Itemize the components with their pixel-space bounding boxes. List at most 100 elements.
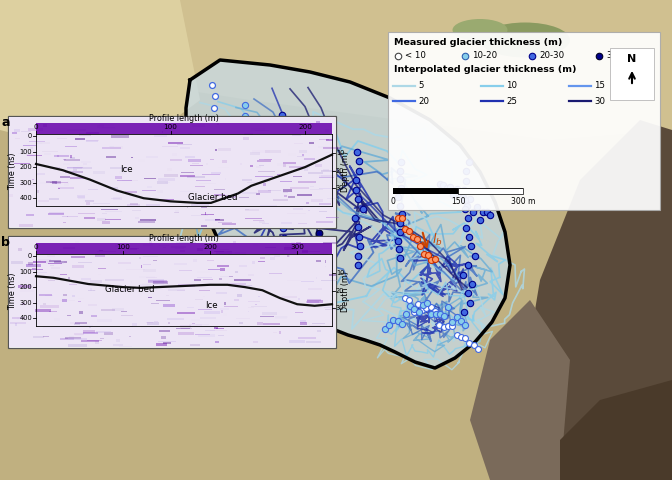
Bar bbox=[36, 123, 332, 134]
Text: 300: 300 bbox=[19, 180, 32, 186]
Bar bbox=[264, 159, 272, 160]
Bar bbox=[323, 147, 341, 148]
Point bbox=[460, 196, 470, 204]
Bar bbox=[325, 130, 329, 132]
Bar bbox=[63, 247, 75, 249]
Point bbox=[240, 112, 251, 120]
Bar bbox=[78, 298, 84, 299]
Bar bbox=[106, 278, 124, 281]
Bar bbox=[99, 124, 114, 126]
Bar bbox=[69, 336, 74, 338]
Point bbox=[447, 322, 458, 330]
Point bbox=[278, 224, 289, 231]
Point bbox=[474, 216, 485, 224]
Point bbox=[351, 186, 362, 193]
Text: 100: 100 bbox=[163, 124, 177, 130]
Point bbox=[314, 160, 325, 168]
Bar bbox=[173, 197, 183, 198]
Bar bbox=[326, 139, 333, 141]
Point bbox=[471, 203, 482, 211]
Bar bbox=[28, 184, 36, 186]
Point bbox=[293, 171, 304, 179]
Bar bbox=[11, 261, 24, 264]
Bar bbox=[67, 181, 69, 184]
Point bbox=[451, 331, 462, 338]
Bar bbox=[38, 245, 40, 247]
Bar bbox=[127, 248, 138, 251]
Text: 200: 200 bbox=[19, 284, 32, 290]
Bar bbox=[227, 251, 233, 252]
Bar bbox=[158, 341, 176, 342]
Text: 5: 5 bbox=[418, 82, 423, 91]
Bar bbox=[169, 323, 170, 324]
Bar bbox=[49, 198, 59, 201]
Bar bbox=[265, 150, 281, 153]
Text: Profile length (m): Profile length (m) bbox=[149, 114, 219, 123]
Bar bbox=[255, 130, 269, 131]
Bar bbox=[177, 312, 195, 314]
Bar bbox=[201, 225, 207, 227]
Point bbox=[209, 138, 220, 146]
Bar bbox=[280, 181, 292, 182]
Bar bbox=[199, 290, 210, 291]
Bar bbox=[36, 243, 332, 254]
Bar bbox=[28, 262, 33, 264]
Text: 0: 0 bbox=[390, 197, 395, 206]
Bar bbox=[206, 268, 216, 270]
Bar bbox=[143, 264, 151, 265]
Bar bbox=[302, 154, 304, 156]
Bar bbox=[18, 285, 31, 288]
Bar bbox=[75, 334, 83, 336]
Bar bbox=[218, 222, 232, 223]
Text: 20: 20 bbox=[336, 288, 345, 294]
Bar bbox=[147, 322, 159, 324]
Bar bbox=[74, 323, 81, 325]
Bar bbox=[32, 268, 36, 269]
Bar bbox=[298, 337, 316, 339]
Bar bbox=[196, 299, 203, 300]
Bar bbox=[54, 156, 69, 157]
Point bbox=[438, 181, 449, 189]
Point bbox=[380, 325, 390, 333]
Bar bbox=[37, 190, 39, 193]
Point bbox=[456, 318, 466, 325]
Text: 0: 0 bbox=[28, 253, 32, 259]
Bar bbox=[303, 159, 318, 160]
Bar bbox=[71, 157, 75, 159]
Bar bbox=[287, 255, 290, 257]
Bar bbox=[21, 131, 31, 132]
Point bbox=[397, 211, 408, 218]
Bar bbox=[319, 177, 334, 178]
Point bbox=[312, 268, 323, 276]
Bar bbox=[310, 186, 314, 188]
Point bbox=[353, 195, 364, 203]
Point bbox=[312, 180, 323, 188]
Point bbox=[421, 304, 432, 312]
Bar bbox=[132, 324, 136, 326]
Point bbox=[407, 233, 418, 241]
Bar bbox=[251, 128, 265, 131]
Bar bbox=[307, 299, 321, 300]
Bar bbox=[210, 198, 216, 199]
Bar bbox=[138, 288, 147, 290]
Bar bbox=[204, 311, 220, 314]
Bar bbox=[88, 290, 95, 291]
Bar bbox=[211, 172, 221, 174]
Point bbox=[465, 299, 476, 306]
Polygon shape bbox=[0, 0, 672, 140]
Bar bbox=[458, 188, 523, 194]
Bar bbox=[54, 226, 60, 227]
Point bbox=[314, 151, 325, 158]
Bar bbox=[142, 283, 158, 285]
Bar bbox=[115, 244, 122, 247]
Bar bbox=[28, 128, 43, 131]
Bar bbox=[156, 343, 167, 346]
Point bbox=[310, 249, 321, 256]
Point bbox=[468, 342, 479, 349]
Bar bbox=[200, 317, 216, 319]
Point bbox=[353, 224, 364, 231]
Bar bbox=[283, 189, 292, 192]
Bar bbox=[98, 274, 101, 275]
Bar bbox=[192, 163, 199, 164]
Bar bbox=[264, 180, 269, 181]
